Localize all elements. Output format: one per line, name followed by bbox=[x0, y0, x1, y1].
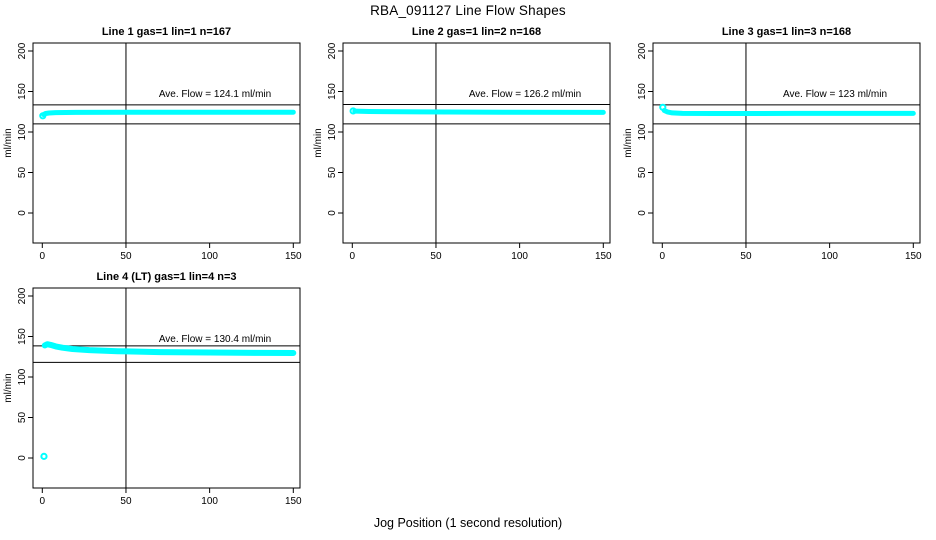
subplot-1: Line 1 gas=1 lin=1 n=167 0 50 100 150 200 0 50 1… bbox=[0, 0, 312, 262]
y-tick-label: 150 bbox=[637, 83, 648, 100]
y-tick-label: 50 bbox=[17, 412, 28, 424]
flow-band bbox=[352, 108, 606, 115]
ave-flow-label: Ave. Flow = 123 ml/min bbox=[783, 89, 887, 100]
y-tick-label: 0 bbox=[327, 210, 338, 216]
y-tick-label: 0 bbox=[637, 210, 648, 216]
y-axis-unit-label: ml/min bbox=[313, 128, 324, 157]
y-tick-label: 150 bbox=[17, 83, 28, 100]
y-tick-label: 50 bbox=[327, 167, 338, 179]
plot-box bbox=[652, 42, 921, 244]
subplot-4-canvas: 0 50 100 150 200 0 50 100 150 ml/min Ave. Flow = 1… bbox=[3, 287, 302, 507]
subplot-3-canvas: 0 50 100 150 200 0 50 100 150 ml/min Ave. Flow = 1… bbox=[623, 42, 922, 262]
flow-band bbox=[41, 109, 296, 118]
y-tick-label: 50 bbox=[17, 167, 28, 179]
y-tick-label: 0 bbox=[17, 210, 28, 216]
y-axis-unit-label: ml/min bbox=[3, 373, 14, 402]
x-tick-label: 50 bbox=[120, 251, 132, 262]
subplot-1-canvas: 0 50 100 150 200 0 50 100 150 ml/min Ave. Flow = 1… bbox=[3, 42, 302, 262]
x-tick-label: 0 bbox=[40, 496, 46, 507]
subplot-2-canvas: 0 50 100 150 200 0 50 100 150 ml/min Ave. Flow = 1… bbox=[313, 42, 612, 262]
subplot-title: Line 1 gas=1 lin=1 n=167 bbox=[101, 26, 232, 38]
ave-flow-label: Ave. Flow = 130.4 ml/min bbox=[159, 334, 271, 345]
y-tick-label: 150 bbox=[327, 83, 338, 100]
subplot-title: Line 2 gas=1 lin=2 n=168 bbox=[411, 26, 542, 38]
ave-flow-label: Ave. Flow = 126.2 ml/min bbox=[469, 89, 581, 100]
plot-box bbox=[32, 287, 301, 489]
ave-flow-label: Ave. Flow = 124.1 ml/min bbox=[159, 89, 271, 100]
x-tick-label: 100 bbox=[201, 251, 218, 262]
y-tick-label: 100 bbox=[17, 123, 28, 140]
plot-box bbox=[32, 42, 301, 244]
subplot-2: Line 2 gas=1 lin=2 n=168 0 50 100 150 200 0 50 1… bbox=[310, 0, 622, 262]
y-tick-label: 200 bbox=[17, 287, 28, 304]
x-tick-label: 50 bbox=[430, 251, 442, 262]
x-tick-label: 0 bbox=[660, 251, 666, 262]
y-tick-label: 200 bbox=[327, 42, 338, 59]
subplot-3: Line 3 gas=1 lin=3 n=168 0 50 100 150 200 0 50 1… bbox=[620, 0, 932, 262]
flow-point bbox=[40, 452, 48, 460]
x-tick-label: 0 bbox=[350, 251, 356, 262]
x-tick-label: 50 bbox=[740, 251, 752, 262]
y-tick-label: 200 bbox=[637, 42, 648, 59]
flow-band bbox=[661, 108, 916, 116]
y-tick-label: 100 bbox=[17, 368, 28, 385]
y-tick-label: 50 bbox=[637, 167, 648, 179]
y-axis-unit-label: ml/min bbox=[3, 128, 14, 157]
x-tick-label: 150 bbox=[285, 496, 302, 507]
page-title: RBA_091127 Line Flow Shapes bbox=[370, 3, 566, 18]
x-tick-label: 100 bbox=[511, 251, 528, 262]
x-tick-label: 100 bbox=[821, 251, 838, 262]
flow-point bbox=[659, 103, 667, 111]
x-tick-label: 0 bbox=[40, 251, 46, 262]
x-tick-label: 150 bbox=[905, 251, 922, 262]
subplot-4: Line 4 (LT) gas=1 lin=4 n=3 0 50 100 150 200 0… bbox=[0, 245, 312, 507]
x-axis-label: Jog Position (1 second resolution) bbox=[373, 516, 563, 530]
subplot-title: Line 3 gas=1 lin=3 n=168 bbox=[721, 26, 852, 38]
flow-band bbox=[41, 341, 297, 356]
y-tick-label: 100 bbox=[327, 123, 338, 140]
y-tick-label: 0 bbox=[17, 455, 28, 461]
y-tick-label: 100 bbox=[637, 123, 648, 140]
x-tick-label: 100 bbox=[201, 496, 218, 507]
flow-point bbox=[39, 112, 47, 120]
x-tick-label: 150 bbox=[285, 251, 302, 262]
x-tick-label: 50 bbox=[120, 496, 132, 507]
y-tick-label: 150 bbox=[17, 328, 28, 345]
plot-box bbox=[342, 42, 611, 244]
flow-point bbox=[349, 107, 357, 115]
y-axis-unit-label: ml/min bbox=[623, 128, 634, 157]
subplot-title: Line 4 (LT) gas=1 lin=4 n=3 bbox=[96, 271, 237, 283]
x-tick-label: 150 bbox=[595, 251, 612, 262]
y-tick-label: 200 bbox=[17, 42, 28, 59]
